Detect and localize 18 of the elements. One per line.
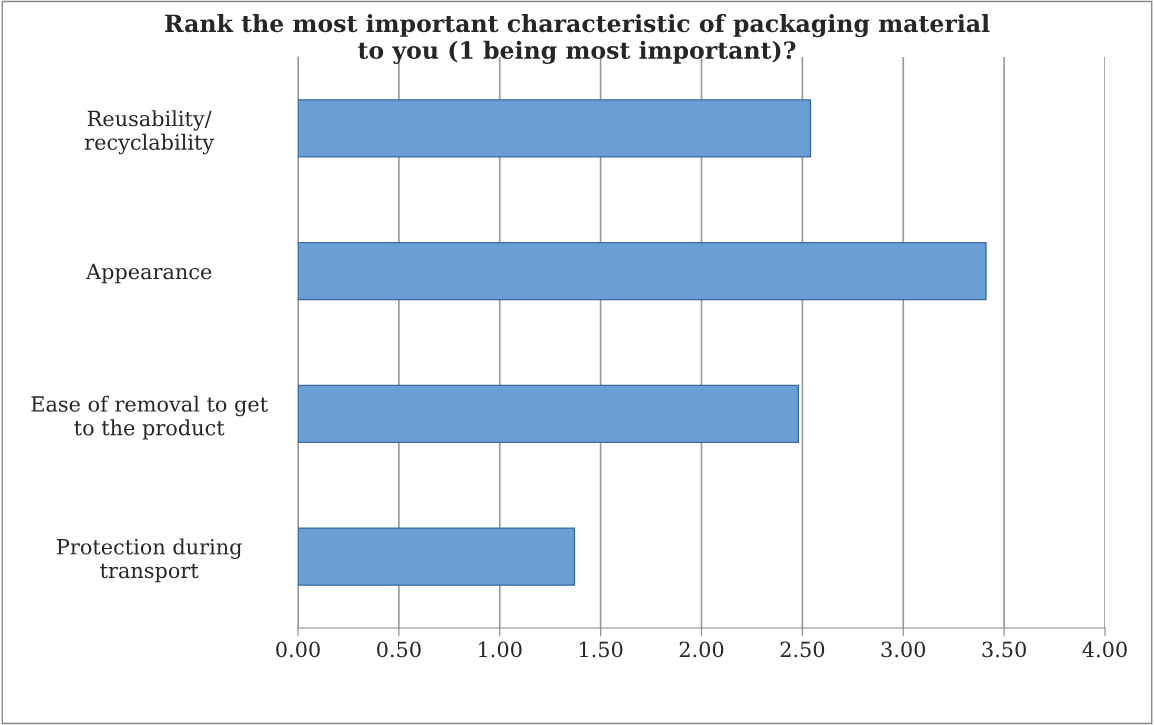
x-tick-label: 3.00 — [881, 641, 926, 658]
x-tick-label: 3.50 — [982, 641, 1026, 658]
x-tick-label: 1.50 — [579, 641, 623, 658]
bar — [298, 384, 800, 444]
x-tick-label: 1.00 — [479, 641, 522, 658]
x-tick-label: 4.00 — [1082, 641, 1127, 658]
bar — [298, 241, 987, 301]
bar — [298, 527, 576, 586]
chart-title: Rank the most important characteristic of packaging material to you (1 being most important)? — [165, 14, 990, 64]
y-tick-label: Appearance — [85, 263, 212, 284]
x-tick-label: 2.00 — [679, 641, 724, 658]
y-tick-label: Reusability/ recyclability — [84, 110, 215, 155]
y-tick-label: Protection during transport — [57, 538, 242, 583]
bar — [298, 99, 812, 158]
x-tick-label: 0.50 — [377, 641, 421, 658]
x-tick-label: 0.00 — [276, 641, 320, 658]
y-tick-label: Ease of removal to get to the product — [31, 395, 268, 440]
x-tick-label: 2.50 — [780, 641, 825, 658]
